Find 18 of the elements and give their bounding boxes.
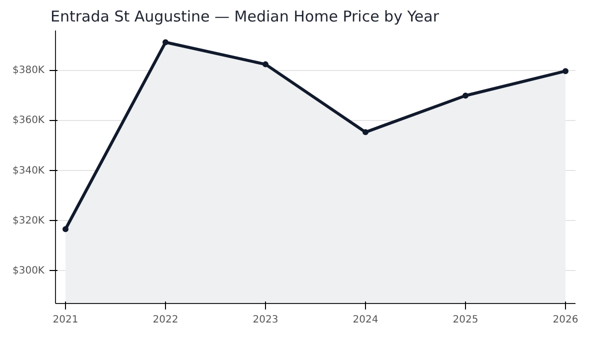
point xyxy=(562,68,568,74)
point xyxy=(162,39,168,46)
x-tick-label: 2025 xyxy=(452,314,478,326)
chart-title: Entrada St Augustine — Median Home Price by Year xyxy=(50,8,440,26)
point xyxy=(262,61,268,68)
y-tick-label: $340K xyxy=(12,165,45,176)
x-tick-label: 2023 xyxy=(252,314,278,326)
x-tick-label: 2026 xyxy=(552,314,578,326)
x-tick-label: 2022 xyxy=(152,314,178,326)
point xyxy=(462,92,468,99)
y-tick-label: $360K xyxy=(12,115,45,126)
point xyxy=(362,129,368,136)
x-tick-label: 2021 xyxy=(52,314,78,326)
x-tick-label: 2024 xyxy=(352,314,378,326)
y-tick-label: $320K xyxy=(12,215,45,226)
y-tick-label: $300K xyxy=(12,265,45,276)
point xyxy=(62,226,68,232)
y-tick-label: $380K xyxy=(12,65,45,76)
